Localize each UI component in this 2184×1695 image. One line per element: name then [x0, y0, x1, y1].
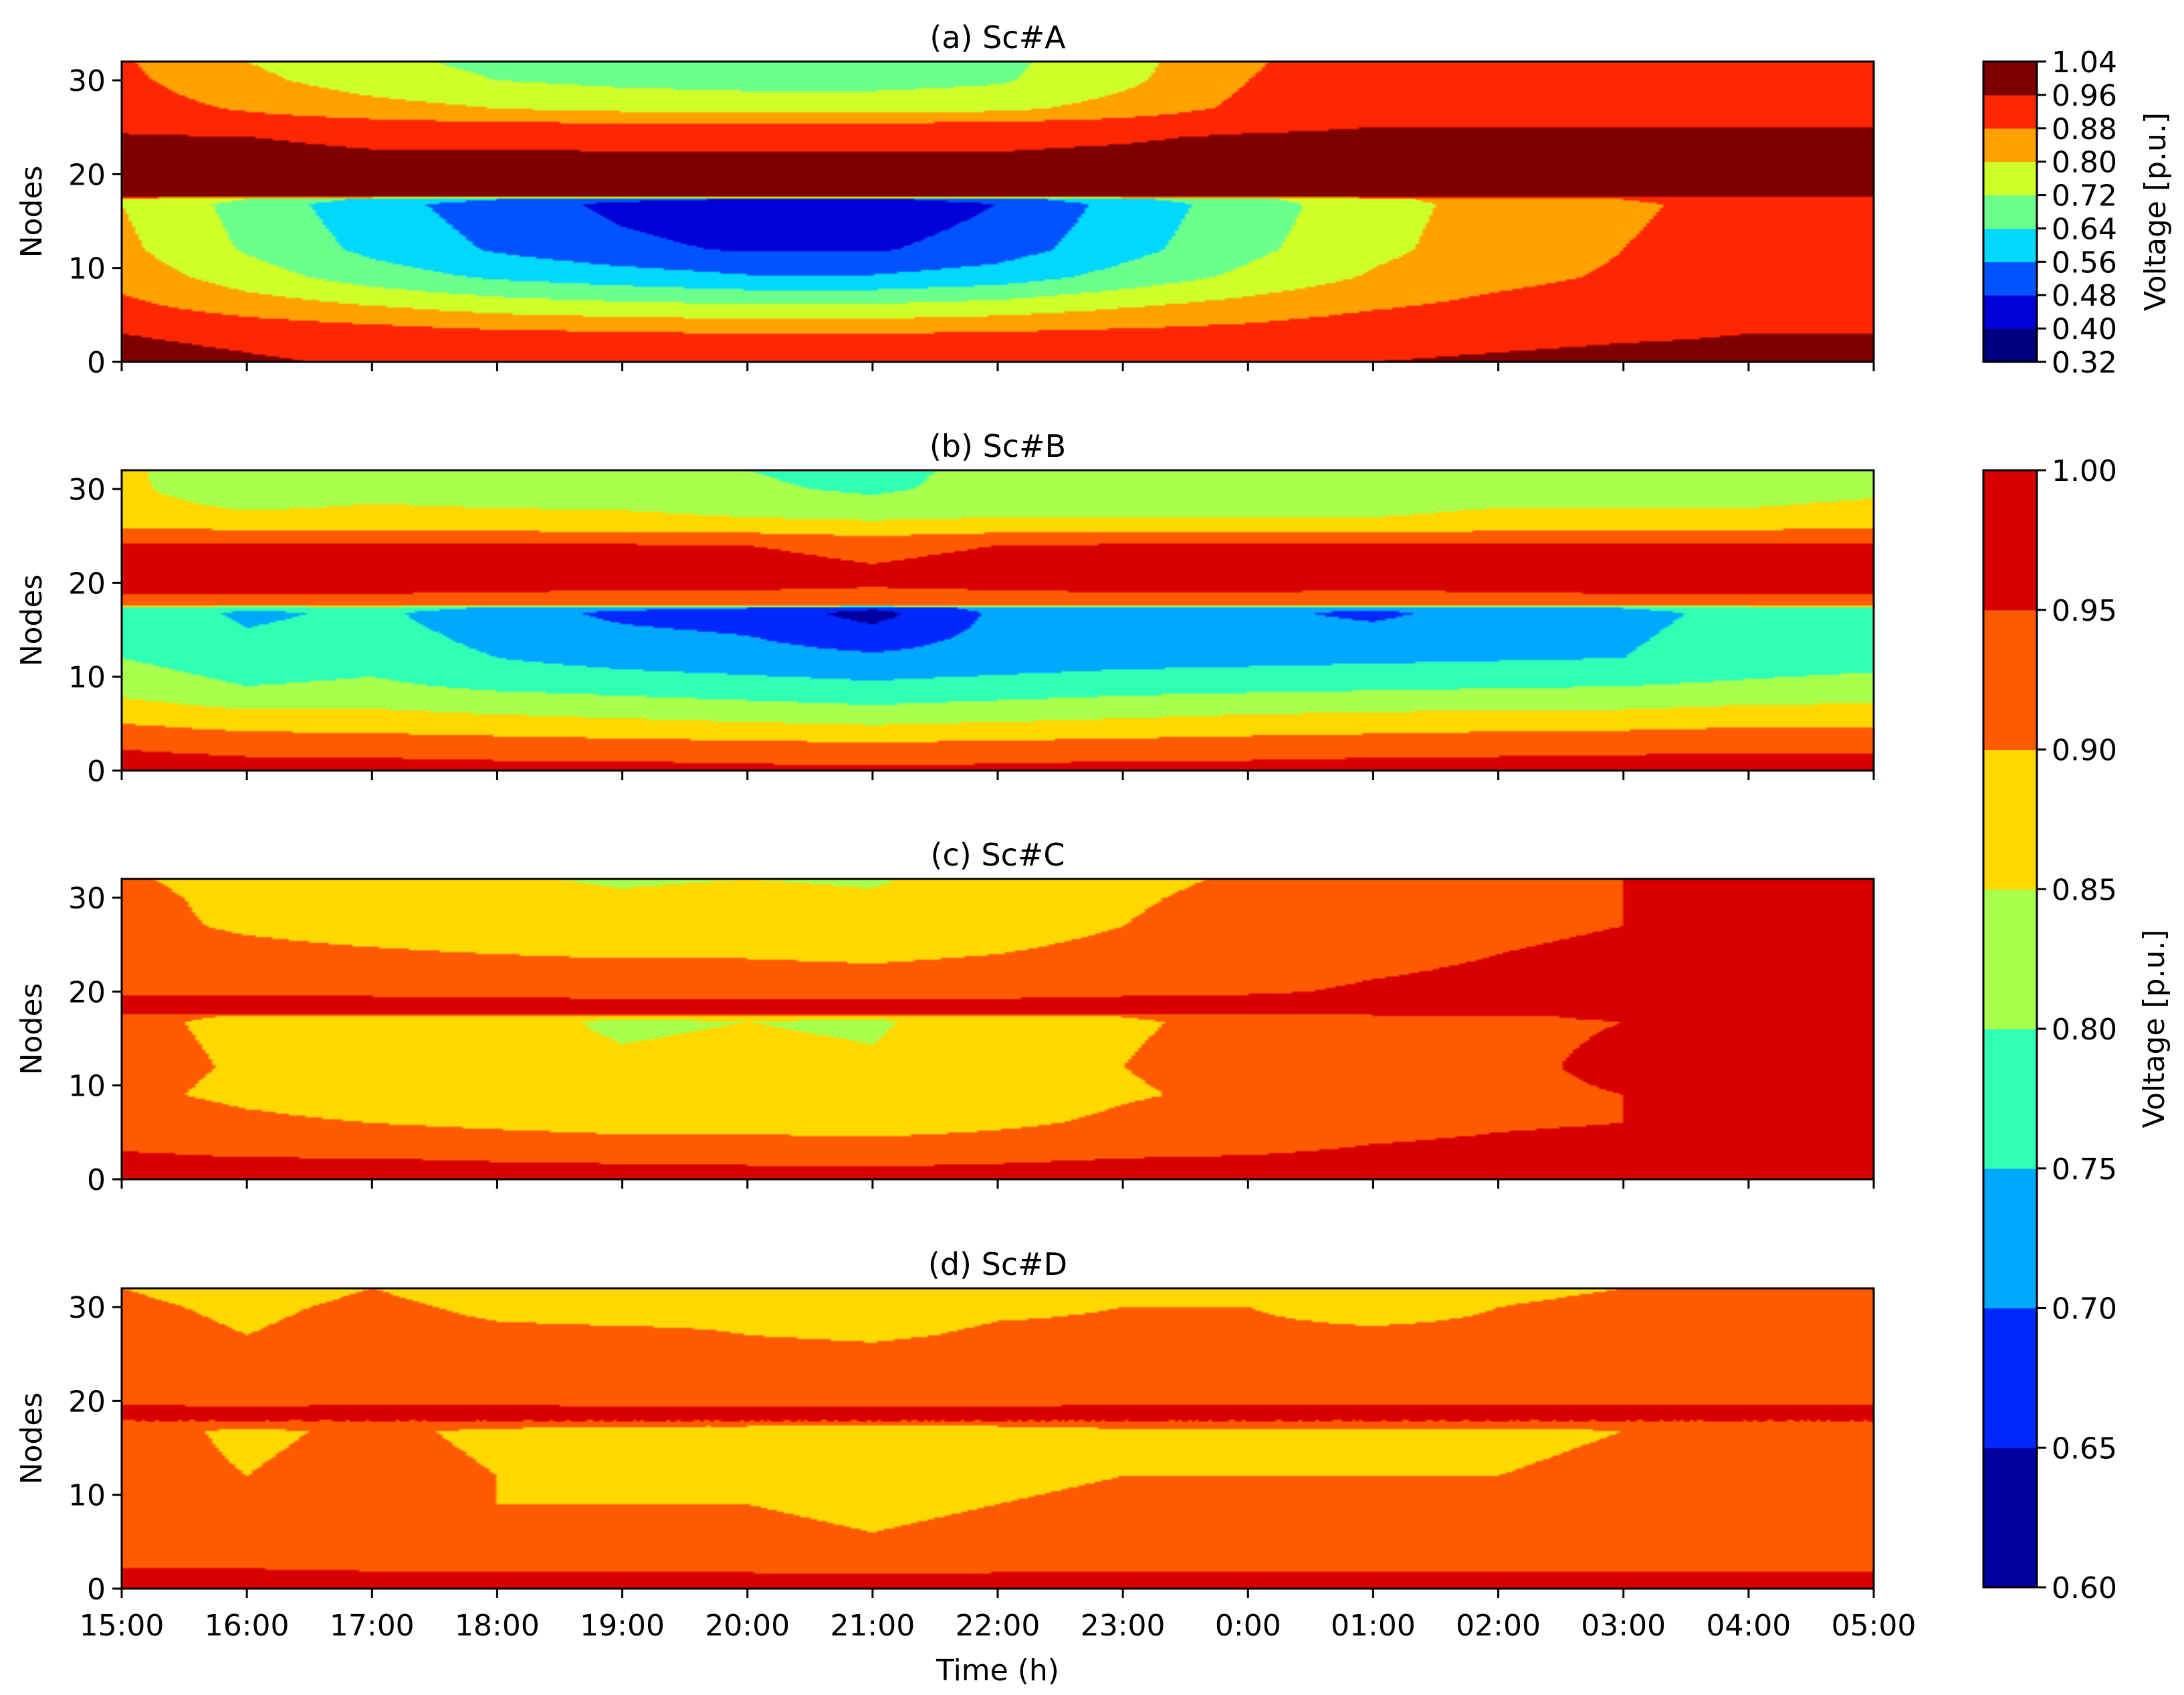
- colorbar-tick-label: 0.90: [2052, 734, 2117, 768]
- colorbar-tick-label: 0.95: [2052, 594, 2117, 628]
- x-tick-label: 02:00: [1456, 1609, 1541, 1643]
- colorbar-band: [1983, 328, 2037, 363]
- colorbar-tick-label: 0.72: [2052, 179, 2117, 213]
- colorbar-tick-label: 0.96: [2052, 79, 2117, 113]
- x-tick-label: 19:00: [580, 1609, 665, 1643]
- y-tick-label: 20: [68, 567, 106, 601]
- y-tick-label: 0: [87, 346, 106, 380]
- colorbar-band: [1983, 1308, 2037, 1448]
- colorbar-tick-label: 0.80: [2052, 146, 2117, 180]
- colorbar-tick-label: 0.85: [2052, 873, 2117, 907]
- colorbar-tick-label: 0.70: [2052, 1292, 2117, 1326]
- colorbar-band: [1983, 1029, 2037, 1169]
- y-tick-label: 20: [68, 158, 106, 192]
- colorbar-band: [1983, 195, 2037, 229]
- colorbar-band: [1983, 749, 2037, 890]
- panel-title: (b) Sc#B: [930, 428, 1066, 464]
- x-tick-label: 22:00: [956, 1609, 1041, 1643]
- colorbar-tick-label: 0.32: [2052, 346, 2117, 380]
- colorbar-band: [1983, 609, 2037, 751]
- colorbar-tick-label: 0.64: [2052, 212, 2117, 246]
- panel-c: (c) Sc#C 0 10 20 30 Nodes: [15, 837, 1875, 1197]
- colorbar-label: Voltage [p.u.]: [2139, 112, 2173, 311]
- colorbar-tick-label: 1.04: [2052, 45, 2117, 80]
- y-tick-label: 30: [68, 473, 106, 507]
- colorbar-band: [1983, 295, 2037, 329]
- y-axis-label: Nodes: [15, 1393, 49, 1485]
- colorbar-band: [1983, 1448, 2037, 1588]
- contour-field: [122, 1288, 1874, 1589]
- y-tick-label: 0: [87, 1163, 106, 1197]
- colorbar-band: [1983, 128, 2037, 163]
- colorbar-band: [1983, 470, 2037, 611]
- x-tick-label: 17:00: [330, 1609, 415, 1643]
- x-tick-label: 15:00: [80, 1609, 165, 1643]
- y-tick-label: 20: [68, 975, 106, 1009]
- x-axis-label: Time (h): [936, 1654, 1059, 1688]
- y-tick-label: 30: [68, 1291, 106, 1325]
- colorbar-shared: 0.60 0.65 0.70 0.75 0.80 0.85 0.90 0.95 1.00 Volt…: [1982, 454, 2171, 1605]
- panel-title: (c) Sc#C: [931, 837, 1065, 873]
- x-tick-label: 23:00: [1081, 1609, 1166, 1643]
- y-tick-label: 10: [68, 252, 106, 286]
- y-axis-label: Nodes: [15, 575, 49, 667]
- contour-field: [122, 470, 1874, 771]
- x-tick-label: 0:00: [1215, 1609, 1281, 1643]
- y-tick-label: 10: [68, 661, 106, 695]
- y-tick-label: 20: [68, 1385, 106, 1419]
- colorbar-frame: [1982, 60, 2038, 363]
- colorbar-band: [1983, 1168, 2037, 1309]
- x-tick-label: 18:00: [455, 1609, 540, 1643]
- x-tick-label: 04:00: [1706, 1609, 1791, 1643]
- colorbar-tick-label: 0.48: [2052, 279, 2117, 313]
- panel-d: (d) Sc#D 0 10 20 30 Nodes 15:00 16:00 17:00 18:00…: [15, 1246, 1916, 1688]
- y-tick-label: 30: [68, 882, 106, 916]
- colorbar-band: [1983, 62, 2037, 96]
- panel-a: (a) Sc#A 0 10 20 30 Nodes: [15, 19, 1875, 380]
- colorbar-band: [1983, 228, 2037, 262]
- x-tick-label: 03:00: [1581, 1609, 1666, 1643]
- colorbar-band: [1983, 94, 2037, 129]
- colorbar-tick-label: 0.88: [2052, 112, 2117, 146]
- y-axis-label: Nodes: [15, 166, 49, 258]
- colorbar-band: [1983, 262, 2037, 296]
- y-axis-label: Nodes: [15, 983, 49, 1076]
- contour-field: [122, 879, 1874, 1179]
- panel-b: (b) Sc#B 0 10 20 30 Nodes: [15, 428, 1875, 789]
- colorbar-tick-label: 0.56: [2052, 245, 2117, 280]
- colorbar-label: Voltage [p.u.]: [2137, 929, 2171, 1128]
- y-tick-label: 10: [68, 1070, 106, 1104]
- y-tick-label: 0: [87, 1573, 106, 1607]
- panel-title: (d) Sc#D: [928, 1246, 1067, 1282]
- colorbar-tick-label: 1.00: [2052, 454, 2117, 488]
- colorbar-a: 0.320.400.480.560.640.720.800.880.961.04…: [1982, 45, 2173, 380]
- contour-field: [122, 62, 1874, 362]
- colorbar-tick-label: 0.75: [2052, 1153, 2117, 1187]
- y-tick-label: 10: [68, 1479, 106, 1513]
- colorbar-tick-label: 0.40: [2052, 312, 2117, 346]
- x-tick-label: 01:00: [1331, 1609, 1416, 1643]
- x-tick-label: 05:00: [1832, 1609, 1917, 1643]
- x-tick-label: 16:00: [205, 1609, 290, 1643]
- y-tick-label: 0: [87, 755, 106, 789]
- colorbar-tick-label: 0.65: [2052, 1431, 2117, 1466]
- panel-title: (a) Sc#A: [930, 19, 1066, 56]
- x-tick-label: 20:00: [705, 1609, 790, 1643]
- colorbar-band: [1983, 889, 2037, 1029]
- colorbar-tick-label: 0.60: [2052, 1571, 2117, 1605]
- colorbar-tick-label: 0.80: [2052, 1013, 2117, 1047]
- colorbar-band: [1983, 161, 2037, 196]
- y-tick-label: 30: [68, 64, 106, 98]
- x-tick-label: 21:00: [830, 1609, 915, 1643]
